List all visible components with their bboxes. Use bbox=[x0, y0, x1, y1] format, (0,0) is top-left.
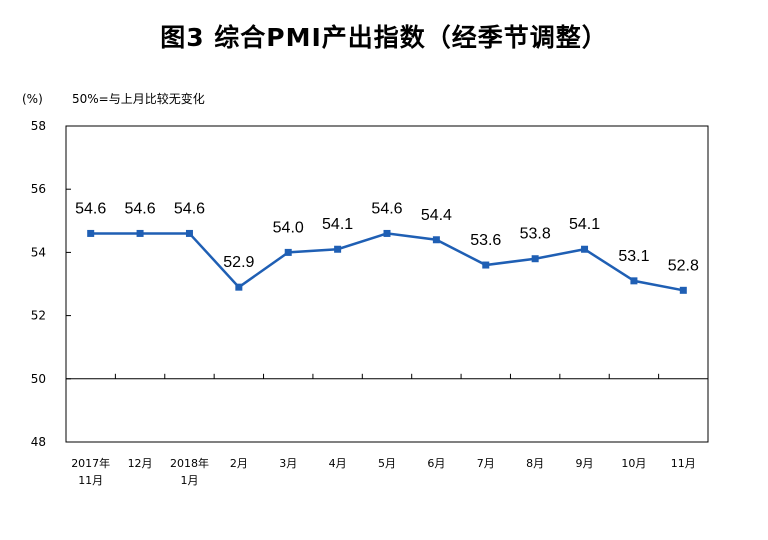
x-tick-label: 11月 bbox=[671, 457, 696, 470]
data-label: 53.6 bbox=[470, 232, 501, 249]
y-tick-label: 58 bbox=[31, 119, 46, 133]
data-label: 53.8 bbox=[520, 226, 551, 243]
data-label: 52.9 bbox=[223, 254, 254, 271]
x-tick-label: 2018年 bbox=[170, 456, 209, 470]
data-point bbox=[383, 229, 391, 237]
data-label: 54.6 bbox=[174, 200, 205, 217]
x-tick-label: 2017年 bbox=[71, 456, 110, 470]
data-point bbox=[581, 245, 589, 253]
data-point bbox=[87, 229, 95, 237]
x-tick-label: 12月 bbox=[128, 457, 153, 470]
x-tick-label: 1月 bbox=[180, 474, 198, 487]
data-label: 54.6 bbox=[75, 200, 106, 217]
x-tick-label: 6月 bbox=[427, 457, 445, 470]
x-tick-label: 4月 bbox=[329, 457, 347, 470]
data-point bbox=[679, 286, 687, 294]
x-tick-label: 5月 bbox=[378, 457, 396, 470]
data-label: 54.1 bbox=[322, 216, 353, 233]
data-label: 54.6 bbox=[371, 200, 402, 217]
data-point bbox=[136, 229, 144, 237]
chart-title: 图3 综合PMI产出指数（经季节调整） bbox=[160, 23, 608, 52]
data-label: 52.8 bbox=[668, 257, 699, 274]
data-label: 53.1 bbox=[618, 248, 649, 265]
data-point bbox=[235, 283, 243, 291]
y-axis-unit: (%) bbox=[22, 92, 43, 106]
data-label: 54.6 bbox=[125, 200, 156, 217]
data-point bbox=[185, 229, 193, 237]
data-point bbox=[531, 255, 539, 263]
x-tick-label: 10月 bbox=[621, 457, 646, 470]
x-tick-label: 11月 bbox=[78, 474, 103, 487]
data-label: 54.1 bbox=[569, 216, 600, 233]
x-tick-label: 9月 bbox=[576, 457, 594, 470]
y-tick-label: 50 bbox=[31, 372, 46, 386]
plot-frame bbox=[65, 125, 709, 443]
y-tick-label: 56 bbox=[31, 182, 46, 196]
data-point bbox=[432, 236, 440, 244]
chart-note: 50%=与上月比较无变化 bbox=[72, 92, 205, 106]
x-tick-label: 3月 bbox=[279, 457, 297, 470]
x-tick-label: 2月 bbox=[230, 457, 248, 470]
data-point bbox=[482, 261, 490, 269]
data-point bbox=[284, 248, 292, 256]
data-point bbox=[334, 245, 342, 253]
x-tick-label: 8月 bbox=[526, 457, 544, 470]
y-tick-label: 52 bbox=[31, 309, 46, 323]
data-point bbox=[630, 277, 638, 285]
y-tick-label: 54 bbox=[31, 245, 46, 259]
series-line bbox=[90, 232, 684, 292]
data-label: 54.0 bbox=[273, 219, 304, 236]
x-tick-label: 7月 bbox=[477, 457, 495, 470]
data-label: 54.4 bbox=[421, 207, 452, 224]
y-tick-label: 48 bbox=[31, 435, 46, 449]
